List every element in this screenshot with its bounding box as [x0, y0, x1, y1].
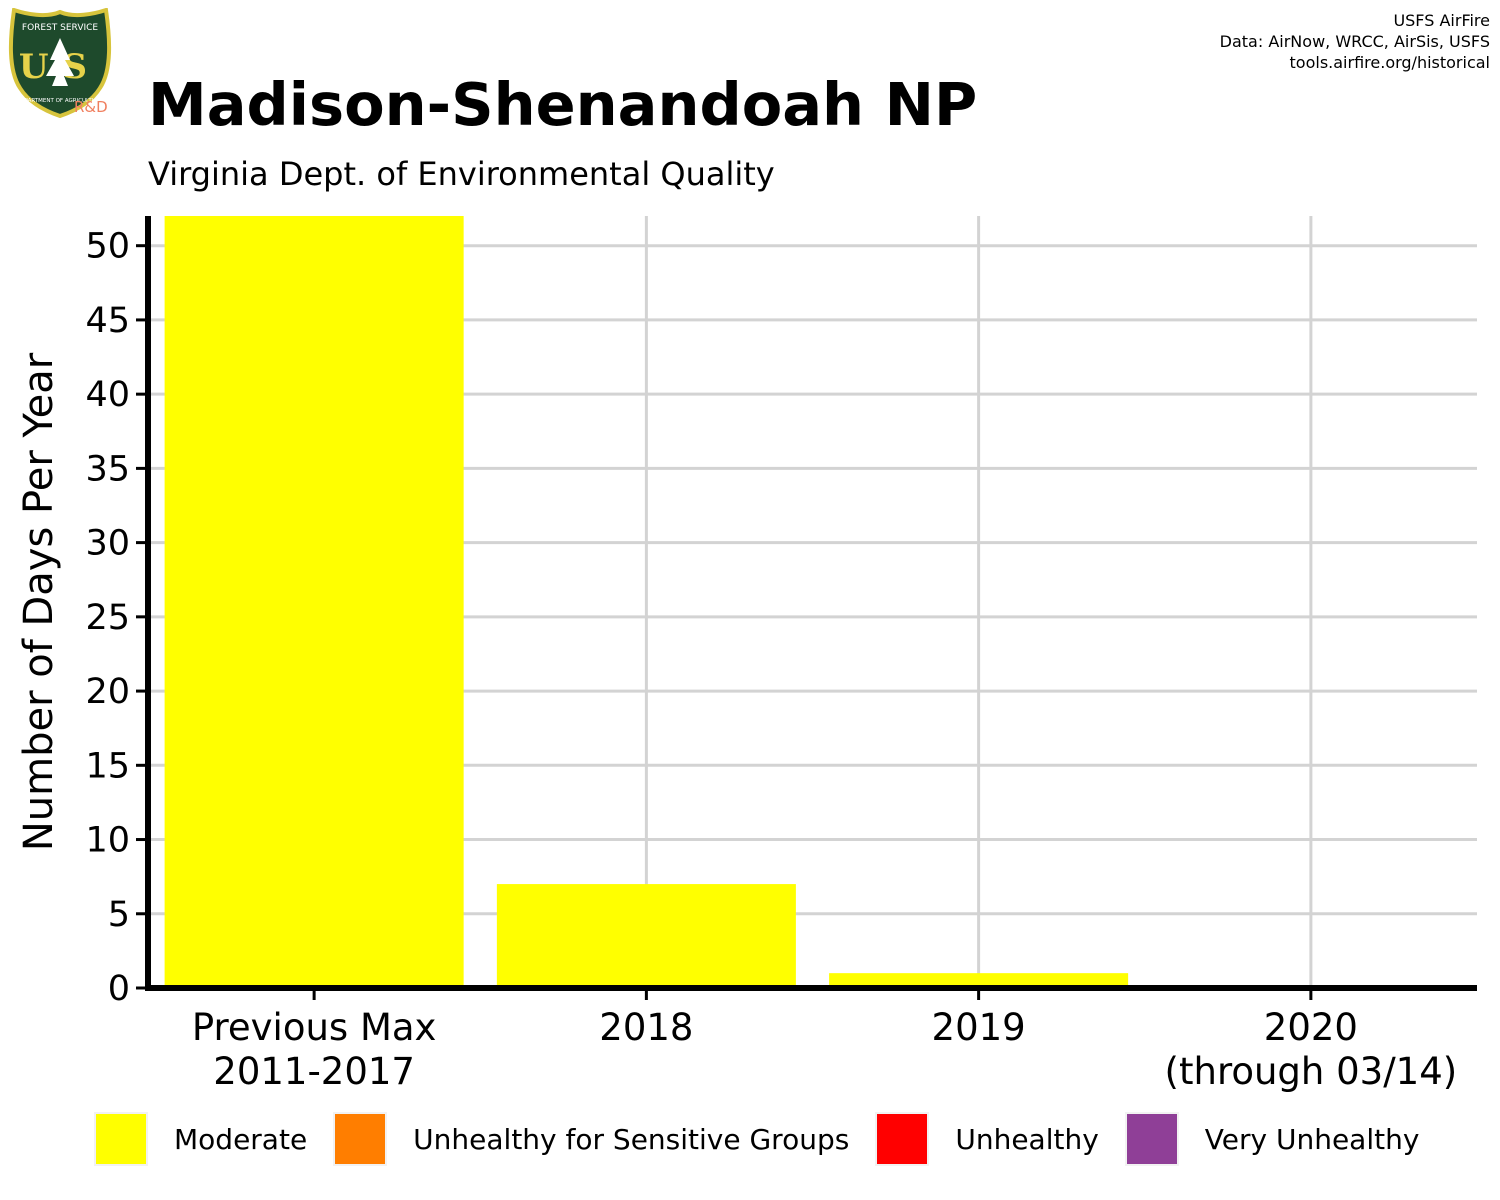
logo-bottom-text: DEPARTMENT OF AGRICULTURE	[17, 98, 104, 104]
x-tick-label: 2018	[599, 1006, 693, 1049]
legend-label: Very Unhealthy	[1204, 1122, 1420, 1156]
x-tick-label: Previous Max 2011-2017	[192, 1006, 437, 1093]
legend-swatch	[94, 1112, 148, 1166]
credit-line: Data: AirNow, WRCC, AirSis, USFS	[1219, 32, 1490, 51]
legend-item: Unhealthy	[875, 1112, 1099, 1166]
legend-item: Moderate	[94, 1112, 307, 1166]
chart-subtitle: Virginia Dept. of Environmental Quality	[148, 155, 775, 193]
y-tick-label: 5	[108, 895, 130, 935]
bar	[496, 884, 796, 988]
y-tick-label: 35	[85, 449, 130, 489]
tree-icon	[46, 38, 74, 86]
y-tick-label: 50	[85, 227, 130, 267]
legend-swatch	[1124, 1112, 1179, 1166]
legend: Moderate Unhealthy for Sensitive Groups Un…	[94, 1112, 1445, 1166]
legend-swatch	[875, 1112, 930, 1166]
y-tick-label: 40	[85, 375, 130, 415]
y-tick-label: 25	[85, 598, 130, 638]
legend-label: Unhealthy	[955, 1122, 1099, 1156]
y-tick-label: 30	[85, 524, 130, 564]
y-tick-label: 10	[85, 821, 130, 861]
rd-badge: R&D	[74, 98, 108, 116]
legend-item: Very Unhealthy	[1124, 1112, 1420, 1166]
logo-top-text: FOREST SERVICE	[22, 23, 99, 33]
credit-line: USFS AirFire	[1393, 11, 1490, 30]
usfs-logo: FOREST SERVICE US DEPARTMENT OF AGRICULT…	[8, 7, 112, 119]
bar	[829, 973, 1129, 988]
legend-item: Unhealthy for Sensitive Groups	[333, 1112, 849, 1166]
credits: USFS AirFire Data: AirNow, WRCC, AirSis,…	[1220, 10, 1490, 73]
y-tick-label: 15	[85, 746, 130, 786]
legend-swatch	[333, 1112, 388, 1166]
legend-label: Unhealthy for Sensitive Groups	[413, 1122, 850, 1156]
credit-line: tools.airfire.org/historical	[1289, 53, 1490, 72]
legend-label: Moderate	[174, 1122, 308, 1156]
x-tick-label: 2019	[932, 1006, 1026, 1049]
y-axis-label: Number of Days Per Year	[16, 352, 62, 851]
bar	[164, 216, 464, 988]
y-tick-label: 45	[85, 301, 130, 341]
x-tick-label: 2020 (through 03/14)	[1165, 1006, 1458, 1093]
y-tick-label: 20	[85, 672, 130, 712]
y-tick-label: 0	[108, 969, 130, 1009]
chart-title: Madison-Shenandoah NP	[148, 70, 978, 139]
